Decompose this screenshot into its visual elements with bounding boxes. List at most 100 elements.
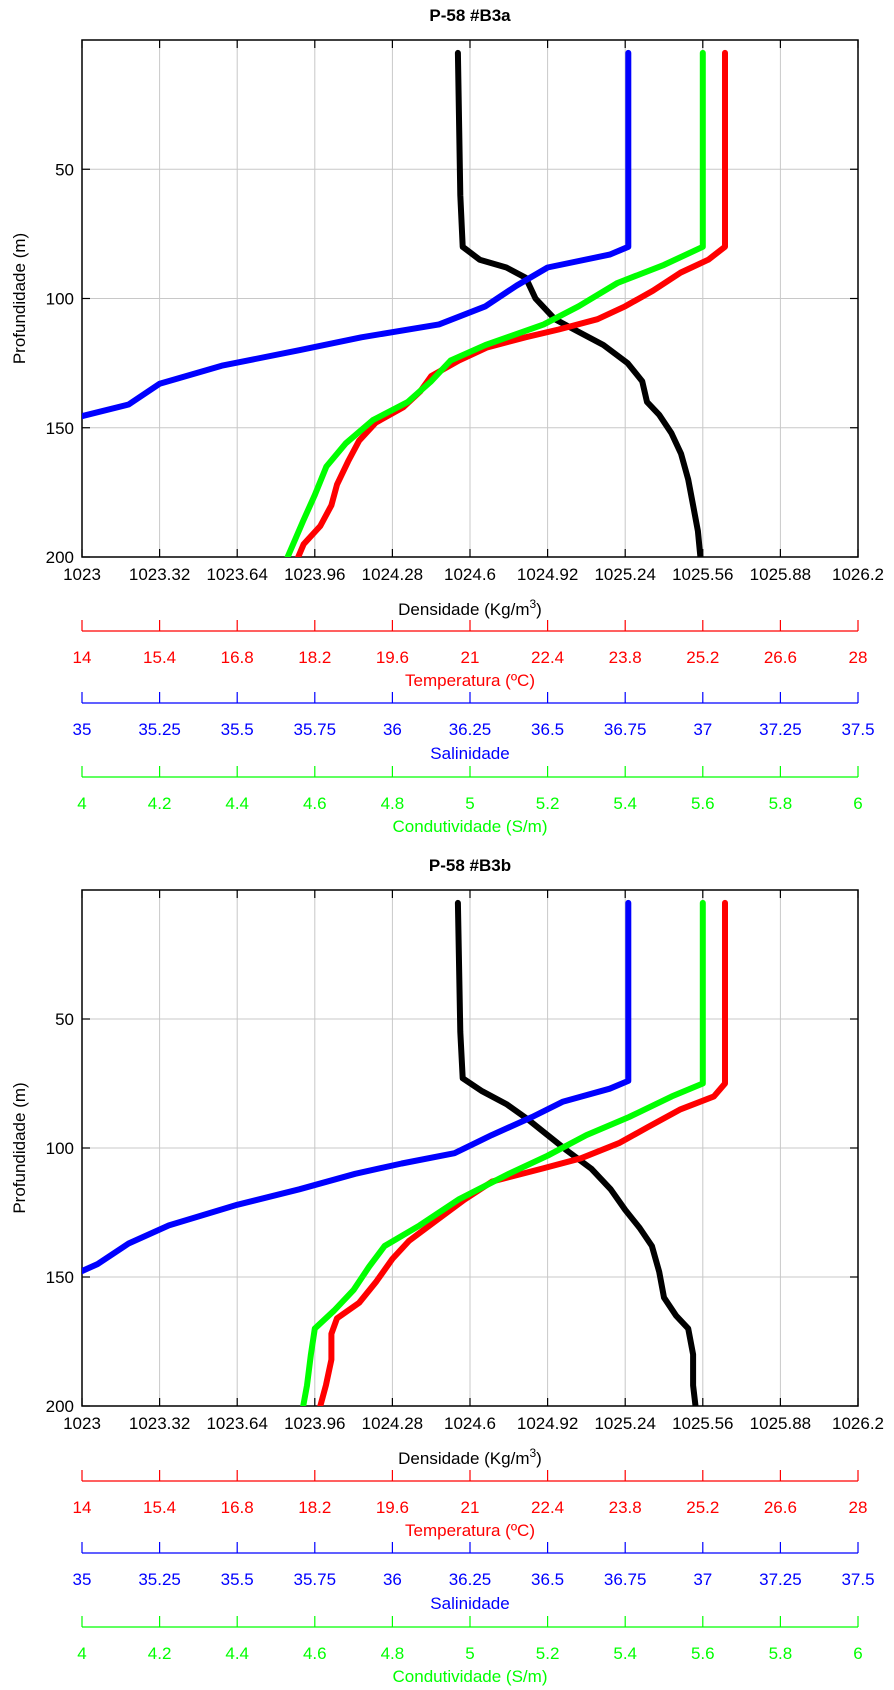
x-tick-label-sal: 35 <box>73 1570 92 1589</box>
y-axis-label: Profundidade (m) <box>10 1082 29 1213</box>
y-tick-label: 100 <box>46 290 74 309</box>
x-tick-label-temp: 16.8 <box>221 1498 254 1517</box>
x-tick-label-temp: 19.6 <box>376 648 409 667</box>
series-line-cond <box>300 899 706 1406</box>
x-axis-label-sup: 3 <box>529 1446 536 1460</box>
x-axis-label-end: ) <box>536 600 542 619</box>
y-tick-label: 50 <box>55 160 74 179</box>
x-tick-label-cond: 4 <box>77 794 86 813</box>
x-tick-label-cond: 5 <box>465 1644 474 1663</box>
x-tick-label-temp: 14 <box>73 1498 92 1517</box>
x-tick-label-temp: 23.8 <box>609 1498 642 1517</box>
x-tick-label-sal: 35.75 <box>294 1570 337 1589</box>
x-tick-label-temp: 22.4 <box>531 1498 564 1517</box>
x-tick-label-sal: 36 <box>383 1570 402 1589</box>
y-tick-label: 200 <box>46 548 74 567</box>
x-tick-label-sal: 36.75 <box>604 1570 647 1589</box>
x-tick-label-temp: 14 <box>73 648 92 667</box>
series-group <box>82 49 728 557</box>
x-axis-cond: 4 4.2 4.4 4.6 4.8 5 5.2 5.4 5.6 5.8 6 Condutividade… <box>77 1616 863 1686</box>
x-axis-temp: 14 15.4 16.8 18.2 19.6 21 22.4 23.8 25.2 26.6 28 Te… <box>73 620 868 690</box>
x-tick-label-cond: 5.8 <box>769 794 793 813</box>
x-tick-label-densidade: 1023 <box>63 565 101 584</box>
x-tick-label-sal: 35.5 <box>221 720 254 739</box>
x-tick-label-cond: 5.6 <box>691 794 715 813</box>
x-tick-label-temp: 21 <box>461 1498 480 1517</box>
x-axis-label-temp: Temperatura (ºC) <box>405 1521 535 1540</box>
x-tick-label-densidade: 1023.96 <box>284 565 345 584</box>
x-tick-label-temp: 22.4 <box>531 648 564 667</box>
x-tick-label-cond: 4.4 <box>225 794 249 813</box>
x-tick-label-cond: 6 <box>853 1644 862 1663</box>
x-axis-label-sup: 3 <box>529 597 536 611</box>
y-axis-label: Profundidade (m) <box>10 233 29 364</box>
x-tick-label-densidade: 1025.24 <box>594 1414 655 1433</box>
x-tick-label-temp: 26.6 <box>764 1498 797 1517</box>
x-tick-label-cond: 5.4 <box>613 1644 637 1663</box>
x-tick-label-temp: 15.4 <box>143 648 176 667</box>
x-axis-label-cond: Condutividade (S/m) <box>393 817 548 836</box>
x-axis-sal: 35 35.25 35.5 35.75 36 36.25 36.5 36.75 37 37.25 3… <box>73 692 875 763</box>
x-tick-label-densidade: 1024.28 <box>362 565 423 584</box>
x-tick-label-densidade: 1023.96 <box>284 1414 345 1433</box>
x-tick-label-densidade: 1026.2 <box>832 1414 884 1433</box>
x-tick-label-densidade: 1025.56 <box>672 1414 733 1433</box>
x-tick-label-densidade: 1024.6 <box>444 565 496 584</box>
x-tick-label-densidade: 1023.32 <box>129 565 190 584</box>
x-tick-label-sal: 36 <box>383 720 402 739</box>
chart-title: P-58 #B3a <box>429 6 511 25</box>
x-tick-label-sal: 35.75 <box>294 720 337 739</box>
x-tick-label-cond: 4.8 <box>381 1644 405 1663</box>
x-tick-label-cond: 4.8 <box>381 794 405 813</box>
x-tick-label-densidade: 1024.28 <box>362 1414 423 1433</box>
series-group <box>82 899 728 1406</box>
x-tick-label-cond: 5.2 <box>536 794 560 813</box>
x-tick-label-sal: 37.25 <box>759 1570 802 1589</box>
x-axis-label-densidade: Densidade (Kg/m3) <box>398 1446 542 1468</box>
x-tick-label-densidade: 1024.92 <box>517 1414 578 1433</box>
x-tick-label-sal: 36.25 <box>449 1570 492 1589</box>
x-tick-label-cond: 6 <box>853 794 862 813</box>
x-tick-label-sal: 37.5 <box>841 720 874 739</box>
x-tick-label-densidade: 1025.24 <box>594 565 655 584</box>
x-tick-label-cond: 5.8 <box>769 1644 793 1663</box>
x-axis-label-densidade: Densidade (Kg/m3) <box>398 597 542 619</box>
x-tick-label-sal: 37.5 <box>841 1570 874 1589</box>
y-tick-label: 200 <box>46 1397 74 1416</box>
x-tick-label-densidade: 1026.2 <box>832 565 884 584</box>
chart-title: P-58 #B3b <box>429 856 511 875</box>
series-line-dens <box>454 899 699 1406</box>
x-tick-label-densidade: 1023.32 <box>129 1414 190 1433</box>
y-tick-label: 150 <box>46 1268 74 1287</box>
x-tick-label-densidade: 1023.64 <box>206 1414 267 1433</box>
x-tick-label-sal: 37 <box>693 1570 712 1589</box>
x-tick-label-cond: 4.6 <box>303 794 327 813</box>
x-axis-label-cond: Condutividade (S/m) <box>393 1667 548 1686</box>
x-tick-label-sal: 35.25 <box>138 1570 181 1589</box>
x-tick-label-sal: 35 <box>73 720 92 739</box>
y-tick-label: 150 <box>46 419 74 438</box>
x-tick-label-temp: 15.4 <box>143 1498 176 1517</box>
x-tick-label-temp: 28 <box>849 648 868 667</box>
x-tick-label-densidade: 1023.64 <box>206 565 267 584</box>
x-tick-label-sal: 36.75 <box>604 720 647 739</box>
y-tick-label: 50 <box>55 1010 74 1029</box>
x-axis-label-end: ) <box>536 1449 542 1468</box>
x-tick-label-sal: 37 <box>693 720 712 739</box>
x-axis-label-temp: Temperatura (ºC) <box>405 671 535 690</box>
x-axis-label-text: Densidade (Kg/m <box>398 1449 529 1468</box>
series-line-temp <box>317 899 728 1406</box>
x-axis-label-text: Densidade (Kg/m <box>398 600 529 619</box>
x-tick-label-temp: 16.8 <box>221 648 254 667</box>
x-tick-label-temp: 18.2 <box>298 648 331 667</box>
series-line-cond <box>284 49 706 557</box>
x-tick-label-cond: 5.6 <box>691 1644 715 1663</box>
x-tick-label-sal: 35.5 <box>221 1570 254 1589</box>
x-tick-label-cond: 4.6 <box>303 1644 327 1663</box>
x-axis-sal: 35 35.25 35.5 35.75 36 36.25 36.5 36.75 37 37.25 3… <box>73 1542 875 1613</box>
x-tick-label-densidade: 1025.56 <box>672 565 733 584</box>
series-line-dens <box>454 49 704 557</box>
x-tick-label-temp: 28 <box>849 1498 868 1517</box>
